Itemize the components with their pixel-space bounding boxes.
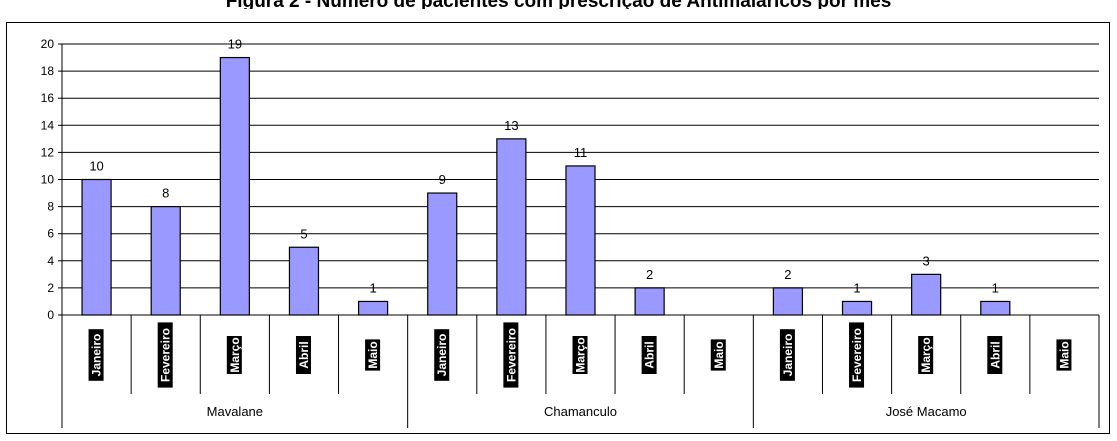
data-label: 11 <box>574 145 588 160</box>
month-label-bg <box>779 329 795 381</box>
y-tick-label: 4 <box>47 254 54 268</box>
bar <box>219 56 250 316</box>
bar <box>81 178 112 316</box>
bar <box>150 206 181 316</box>
data-label: 1 <box>369 280 376 295</box>
month-label-group: Fevereiro <box>849 322 865 388</box>
month-label: Março <box>919 337 933 372</box>
month-label-bg <box>226 336 242 374</box>
month-label-bg <box>1056 339 1072 371</box>
month-label-group: Fevereiro <box>157 322 173 388</box>
group-label: José Macamo <box>886 404 967 419</box>
data-label: 3 <box>923 253 930 268</box>
month-label-bg <box>641 336 657 374</box>
y-tick-label: 10 <box>41 173 55 187</box>
month-label-bg <box>572 336 588 374</box>
month-label-bg <box>365 339 381 371</box>
bar <box>772 287 804 316</box>
bar <box>634 287 665 316</box>
bar <box>841 300 873 316</box>
month-label-bg <box>503 322 519 388</box>
month-label-bg <box>88 329 104 381</box>
month-label: Abril <box>643 341 657 368</box>
data-label: 2 <box>646 267 653 282</box>
y-tick-label: 6 <box>47 227 54 241</box>
month-label-bg <box>434 329 450 381</box>
month-label-group: Março <box>918 336 934 374</box>
chart-title-cut: Figura 2 - Número de pacientes com presc… <box>0 0 1117 9</box>
month-label-group: Março <box>572 336 588 374</box>
bar <box>288 246 320 316</box>
bar <box>357 300 389 316</box>
month-label-group: Março <box>226 336 242 374</box>
month-label-bg <box>710 339 726 371</box>
data-label: 9 <box>439 172 446 187</box>
month-label-bg <box>918 336 934 374</box>
bar <box>496 138 527 316</box>
group-label: Chamanculo <box>544 404 617 419</box>
month-label-group: Maio <box>1056 339 1072 371</box>
month-label-group: Abril <box>641 336 657 374</box>
y-tick-label: 0 <box>47 308 54 322</box>
month-label-bg <box>849 322 865 388</box>
month-label: Janeiro <box>435 334 449 377</box>
month-label: Fevereiro <box>850 328 864 382</box>
month-label-group: Abril <box>987 336 1003 374</box>
month-label: Maio <box>712 341 726 368</box>
y-tick-label: 14 <box>41 118 55 132</box>
data-label: 5 <box>300 226 307 241</box>
data-label: 1 <box>853 280 860 295</box>
month-label-group: Janeiro <box>434 329 450 381</box>
data-label: 1 <box>992 280 999 295</box>
month-label-bg <box>157 322 173 388</box>
month-label: Abril <box>297 341 311 368</box>
month-label-group: Maio <box>365 339 381 371</box>
data-label: 10 <box>89 159 103 174</box>
data-label: 13 <box>504 118 518 133</box>
y-tick-label: 16 <box>41 91 55 105</box>
group-label: Mavalane <box>207 404 263 419</box>
month-label: Janeiro <box>90 334 104 377</box>
data-label: 8 <box>162 186 169 201</box>
month-label-bg <box>295 336 311 374</box>
y-tick-label: 8 <box>47 200 54 214</box>
month-label-group: Maio <box>710 339 726 371</box>
month-label-group: Abril <box>295 336 311 374</box>
month-label: Fevereiro <box>504 328 518 382</box>
bar <box>427 192 458 316</box>
y-tick-label: 2 <box>47 281 54 295</box>
y-tick-label: 20 <box>41 37 55 51</box>
month-label: Janeiro <box>781 334 795 377</box>
month-label-bg <box>987 336 1003 374</box>
month-label: Março <box>574 337 588 372</box>
bar <box>980 300 1011 316</box>
data-label: 2 <box>784 267 791 282</box>
bar <box>565 165 596 316</box>
month-label: Março <box>228 337 242 372</box>
month-label-group: Fevereiro <box>503 322 519 388</box>
month-label: Fevereiro <box>159 328 173 382</box>
month-label: Abril <box>988 341 1002 368</box>
chart-frame <box>6 22 1110 434</box>
y-tick-label: 12 <box>41 145 55 159</box>
y-tick-label: 18 <box>41 64 55 78</box>
data-label: 19 <box>228 37 242 52</box>
month-label-group: Janeiro <box>88 329 104 381</box>
bar <box>911 273 942 316</box>
month-label: Maio <box>1057 341 1071 368</box>
month-label: Maio <box>366 341 380 368</box>
month-label-group: Janeiro <box>779 329 795 381</box>
